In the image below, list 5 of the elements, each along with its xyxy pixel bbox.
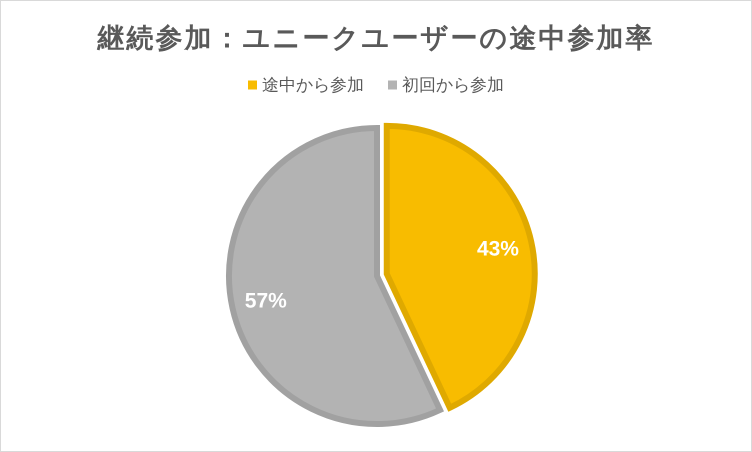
- legend-label: 初回から参加: [402, 76, 504, 94]
- legend-label: 途中から参加: [262, 76, 364, 94]
- data-label: 57%: [244, 289, 288, 312]
- data-label: 43%: [476, 237, 520, 260]
- chart-title: 継続参加：ユニークユーザーの途中参加率: [96, 23, 654, 53]
